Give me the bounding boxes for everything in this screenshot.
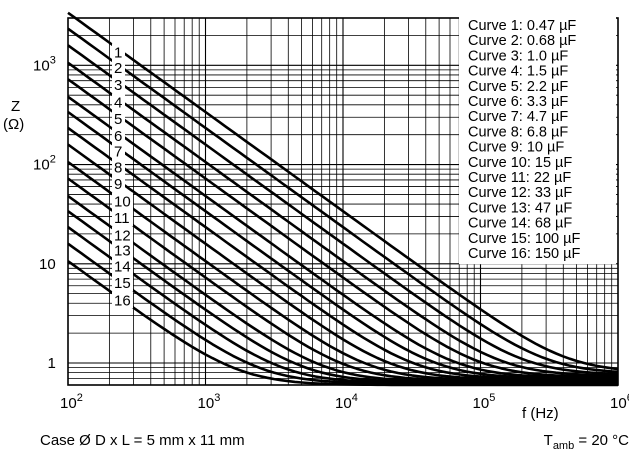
legend-entry: Curve 6: 3.3 µF [468, 94, 568, 110]
legend-entry: Curve 4: 1.5 µF [468, 64, 568, 80]
curve-number-box [112, 127, 125, 145]
curve-number-box [112, 142, 125, 160]
curve-number-box [112, 59, 125, 77]
impedance-curve-2 [67, 27, 619, 374]
legend-background [459, 17, 616, 265]
curve-number-label: 4 [114, 94, 122, 111]
legend-entry: Curve 5: 2.2 µF [468, 79, 568, 95]
curve-number-label: 9 [114, 176, 122, 193]
curve-number-box [112, 109, 125, 127]
curve-number-label: 11 [114, 210, 130, 227]
curve-number-label: 15 [114, 275, 131, 292]
curve-number-label: 5 [114, 111, 122, 128]
y-tick-exponent: 3 [50, 54, 56, 66]
legend-entry: Curve 10: 15 µF [468, 155, 572, 171]
y-tick-label: 102 [33, 154, 56, 174]
curve-number-box [112, 175, 125, 193]
impedance-curve-4 [67, 61, 619, 377]
x-tick-exponent: 2 [77, 392, 83, 404]
x-tick-label: 106 [610, 392, 629, 412]
legend-entry: Curve 13: 47 µF [468, 200, 572, 216]
curve-number-label: 8 [114, 159, 122, 176]
legend-entry: Curve 3: 1.0 µF [468, 48, 568, 64]
x-tick-label: 105 [473, 392, 496, 412]
y-axis-label-unit: (Ω) [3, 116, 24, 133]
legend-entry: Curve 12: 33 µF [468, 185, 572, 201]
x-axis-label: f (Hz) [522, 405, 559, 422]
x-tick-exponent: 3 [214, 392, 220, 404]
curve-number-box [112, 226, 133, 244]
legend-entry: Curve 11: 22 µF [468, 170, 571, 186]
curve-number-box [112, 274, 133, 292]
legend-entry: Curve 9: 10 µF [468, 140, 564, 156]
legend-entry: Curve 7: 4.7 µF [468, 109, 568, 125]
x-tick-exponent: 4 [352, 392, 358, 404]
curve-number-label: 6 [114, 128, 122, 145]
plot-frame [67, 17, 619, 386]
impedance-curve-5 [67, 78, 618, 379]
y-tick-label: 1 [48, 355, 56, 372]
x-tick-exponent: 6 [627, 392, 629, 404]
curve-number-label: 3 [114, 77, 122, 94]
curve-number-box [112, 75, 125, 93]
y-axis-label-symbol: Z [11, 98, 20, 115]
y-tick-label: 10 [39, 256, 56, 273]
curve-number-label: 10 [114, 193, 131, 210]
x-tick-exponent: 5 [489, 392, 495, 404]
impedance-curve-3 [67, 44, 619, 376]
curve-number-box [112, 208, 133, 226]
ambient-temperature-note: Tamb = 20 °C [544, 432, 629, 452]
curve-number-box [112, 43, 125, 61]
curve-number-box [112, 93, 125, 111]
curve-number-label: 14 [114, 259, 131, 276]
curve-number-label: 2 [114, 60, 122, 77]
impedance-curve-15 [67, 242, 618, 385]
legend-entry: Curve 8: 6.8 µF [468, 124, 568, 140]
impedance-curve-1 [67, 11, 619, 371]
case-dimensions-note: Case Ø D x L = 5 mm x 11 mm [40, 432, 245, 449]
legend-entry: Curve 2: 0.68 µF [468, 33, 576, 49]
x-tick-label: 104 [335, 392, 358, 412]
legend-entry: Curve 16: 150 µF [468, 246, 580, 262]
curve-number-box [112, 291, 133, 309]
curve-number-label: 16 [114, 292, 131, 309]
curve-number-label: 1 [114, 44, 122, 61]
y-tick-exponent: 2 [50, 154, 56, 166]
curve-number-label: 7 [114, 143, 122, 160]
temp-prefix: T [543, 432, 553, 449]
curve-number-box [112, 241, 133, 259]
curve-number-label: 13 [114, 243, 131, 260]
y-tick-label: 103 [33, 54, 56, 74]
temp-subscript: amb [552, 440, 575, 452]
x-tick-label: 102 [60, 392, 83, 412]
temp-suffix: = 20 °C [574, 432, 629, 449]
legend-entry: Curve 15: 100 µF [468, 231, 580, 247]
impedance-curve-6 [67, 95, 618, 379]
legend-entry: Curve 1: 0.47 µF [468, 18, 576, 34]
x-tick-label: 103 [198, 392, 221, 412]
legend-entry: Curve 14: 68 µF [468, 216, 572, 232]
curve-number-label: 12 [114, 227, 131, 244]
curve-number-box [112, 158, 125, 176]
curve-number-box [112, 257, 133, 275]
curve-number-box [112, 192, 133, 210]
